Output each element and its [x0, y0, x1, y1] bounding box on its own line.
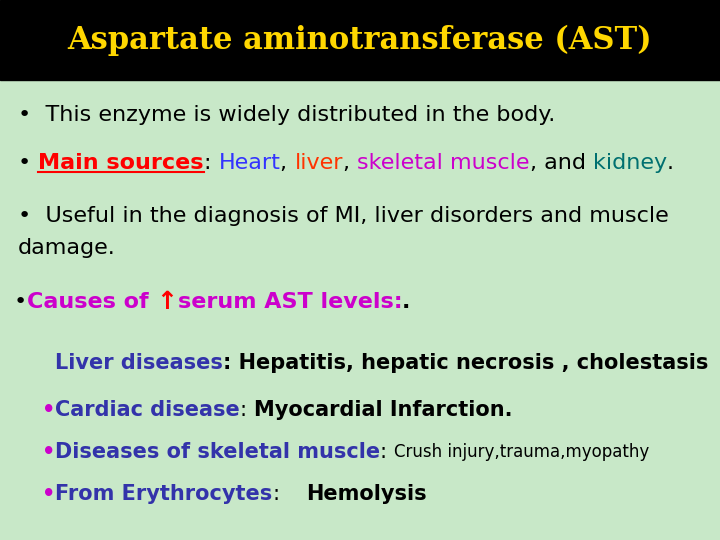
Text: ,: ,	[280, 153, 294, 173]
Text: .: .	[667, 153, 674, 173]
Text: Aspartate aminotransferase (AST): Aspartate aminotransferase (AST)	[68, 24, 652, 56]
Text: Cardiac disease: Cardiac disease	[55, 400, 240, 420]
Text: :: :	[380, 442, 394, 462]
Text: :: :	[204, 153, 218, 173]
FancyBboxPatch shape	[0, 0, 720, 80]
Text: •: •	[18, 153, 38, 173]
Text: Myocardial Infarction.: Myocardial Infarction.	[253, 400, 512, 420]
Text: :: :	[273, 484, 306, 504]
Text: •  Useful in the diagnosis of MI, liver disorders and muscle: • Useful in the diagnosis of MI, liver d…	[18, 206, 669, 226]
Text: liver: liver	[294, 153, 343, 173]
Text: Hemolysis: Hemolysis	[306, 484, 427, 504]
Text: ↑: ↑	[157, 290, 178, 314]
Text: •: •	[42, 442, 55, 462]
Text: Crush injury,trauma,myopathy: Crush injury,trauma,myopathy	[394, 443, 649, 461]
Text: .: .	[402, 292, 410, 312]
Text: ,: ,	[343, 153, 357, 173]
Text: •  This enzyme is widely distributed in the body.: • This enzyme is widely distributed in t…	[18, 105, 555, 125]
Text: Liver diseases: Liver diseases	[55, 353, 223, 373]
Text: From Erythrocytes: From Erythrocytes	[55, 484, 273, 504]
Text: Main sources: Main sources	[38, 153, 204, 173]
Text: Heart: Heart	[218, 153, 280, 173]
Text: , and: , and	[530, 153, 593, 173]
Text: •: •	[14, 292, 27, 312]
Text: •: •	[42, 400, 55, 420]
Text: serum AST levels:: serum AST levels:	[178, 292, 402, 312]
Text: :: :	[240, 400, 253, 420]
Text: Causes of: Causes of	[27, 292, 157, 312]
Text: : Hepatitis, hepatic necrosis , cholestasis: : Hepatitis, hepatic necrosis , cholesta…	[223, 353, 708, 373]
Text: •: •	[42, 484, 55, 504]
Text: Diseases of skeletal muscle: Diseases of skeletal muscle	[55, 442, 380, 462]
Text: kidney: kidney	[593, 153, 667, 173]
Text: damage.: damage.	[18, 238, 116, 258]
Text: skeletal muscle: skeletal muscle	[357, 153, 530, 173]
